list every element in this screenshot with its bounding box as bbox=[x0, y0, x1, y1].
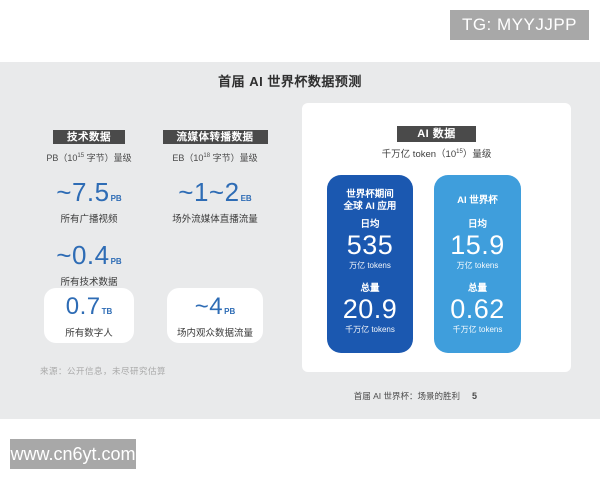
stat-broadcast-video-unit: PB bbox=[110, 194, 122, 203]
card-venue-audience-label: 场内观众数据流量 bbox=[176, 328, 253, 339]
stat-broadcast-video-label: 所有广播视频 bbox=[60, 214, 118, 225]
watermark-website-text: www.cn6yt.com bbox=[10, 443, 136, 464]
card-global-ai-apps-daily-unit: 万亿 tokens bbox=[349, 261, 391, 270]
card-global-ai-apps-total-label: 总量 bbox=[360, 283, 380, 294]
stat-offsite-streaming-label: 场外流媒体直播流量 bbox=[172, 214, 258, 225]
card-ai-world-cup-title: AI 世界杯 bbox=[457, 188, 498, 214]
ai-scale-sup: 15 bbox=[456, 149, 463, 155]
stat-tech-data-label: 所有技术数据 bbox=[60, 277, 118, 288]
streaming-scale-post: 字节）量级 bbox=[210, 153, 258, 163]
card-ai-world-cup-title-line1: AI 世界杯 bbox=[457, 195, 498, 206]
card-global-ai-apps-total-unit: 千万亿 tokens bbox=[345, 325, 395, 334]
card-global-ai-apps: 世界杯期间 全球 AI 应用 日均 535 万亿 tokens 总量 20.9 … bbox=[327, 175, 413, 353]
card-digital-humans-label: 所有数字人 bbox=[65, 328, 113, 339]
stat-broadcast-video-number: ~7.5 bbox=[56, 177, 110, 207]
ai-section-badge: AI 数据 bbox=[397, 126, 476, 142]
card-digital-humans: 0.7TB 所有数字人 bbox=[44, 288, 134, 343]
page-number: 5 bbox=[471, 391, 477, 401]
card-venue-audience: ~4PB 场内观众数据流量 bbox=[167, 288, 263, 343]
card-venue-audience-value: ~4PB bbox=[167, 293, 263, 326]
streaming-scale-pre: EB（10 bbox=[172, 153, 204, 163]
tech-scale-pre: PB（10 bbox=[46, 153, 78, 163]
stat-offsite-streaming-unit: EB bbox=[240, 194, 252, 203]
watermark-telegram-text: TG: MYYJJPP bbox=[461, 15, 578, 34]
card-global-ai-apps-title-line2: 全球 AI 应用 bbox=[343, 201, 397, 212]
stat-tech-data-value: ~0.4PB bbox=[30, 240, 148, 277]
card-ai-world-cup: AI 世界杯 日均 15.9 万亿 tokens 总量 0.62 千万亿 tok… bbox=[434, 175, 521, 353]
card-global-ai-apps-title: 世界杯期间 全球 AI 应用 bbox=[344, 188, 397, 214]
page-title: 首届 AI 世界杯数据预测 bbox=[218, 74, 362, 89]
slide-footer-text: 首届 AI 世界杯：场景的胜利 bbox=[353, 391, 460, 401]
card-digital-humans-number: 0.7 bbox=[65, 293, 101, 320]
card-global-ai-apps-daily-label: 日均 bbox=[360, 219, 380, 230]
streaming-scale-sup: 18 bbox=[203, 153, 211, 159]
card-global-ai-apps-title-line1: 世界杯期间 bbox=[346, 189, 394, 200]
section-streaming-data: 流媒体转播数据 EB（1018 字节）量级 ~1~2EB 场外流媒体直播流量 ~… bbox=[156, 127, 274, 343]
card-ai-world-cup-daily-value: 15.9 bbox=[450, 230, 505, 260]
card-digital-humans-value: 0.7TB bbox=[44, 293, 134, 326]
stat-broadcast-video-value: ~7.5PB bbox=[30, 177, 148, 214]
stat-offsite-streaming-value: ~1~2EB bbox=[156, 177, 274, 214]
tech-scale-sup: 15 bbox=[77, 153, 85, 159]
slide-footer: 首届 AI 世界杯：场景的胜利 5 bbox=[354, 390, 477, 402]
source-note: 来源：公开信息，未尽研究估算 bbox=[40, 366, 167, 376]
card-digital-humans-unit: TB bbox=[101, 307, 113, 316]
slide-panel: 首届 AI 世界杯数据预测 技术数据 PB（1015 字节）量级 ~7.5PB … bbox=[0, 62, 600, 419]
watermark-website: www.cn6yt.com bbox=[10, 439, 136, 469]
card-ai-world-cup-daily-unit: 万亿 tokens bbox=[456, 261, 499, 270]
stat-tech-data-number: ~0.4 bbox=[56, 240, 110, 270]
ai-scale-post: ）量级 bbox=[462, 149, 492, 161]
ai-scale-note: 千万亿 token（1015）量级 bbox=[302, 147, 571, 160]
card-ai-world-cup-daily-label: 日均 bbox=[467, 219, 487, 230]
stat-offsite-streaming-number: ~1~2 bbox=[178, 177, 240, 207]
section-tech-data: 技术数据 PB（1015 字节）量级 ~7.5PB 所有广播视频 ~0.4PB … bbox=[30, 127, 148, 343]
streaming-section-badge: 流媒体转播数据 bbox=[162, 130, 268, 144]
ai-scale-pre: 千万亿 token（10 bbox=[381, 149, 457, 161]
card-ai-world-cup-total-value: 0.62 bbox=[450, 294, 505, 324]
card-global-ai-apps-daily-value: 535 bbox=[346, 230, 394, 260]
card-global-ai-apps-total-value: 20.9 bbox=[342, 294, 398, 324]
tech-section-badge: 技术数据 bbox=[53, 130, 125, 144]
watermark-telegram: TG: MYYJJPP bbox=[450, 10, 589, 40]
tech-scale-note: PB（1015 字节）量级 bbox=[30, 151, 148, 164]
streaming-scale-note: EB（1018 字节）量级 bbox=[156, 151, 274, 164]
card-ai-world-cup-total-label: 总量 bbox=[467, 283, 487, 294]
section-ai-data: AI 数据 千万亿 token（1015）量级 世界杯期间 全球 AI 应用 日… bbox=[302, 103, 571, 372]
card-venue-audience-number: ~4 bbox=[194, 293, 224, 320]
card-ai-world-cup-total-unit: 千万亿 tokens bbox=[452, 325, 503, 334]
stat-tech-data-unit: PB bbox=[110, 257, 122, 266]
card-venue-audience-unit: PB bbox=[224, 307, 236, 316]
tech-scale-post: 字节）量级 bbox=[84, 153, 132, 163]
